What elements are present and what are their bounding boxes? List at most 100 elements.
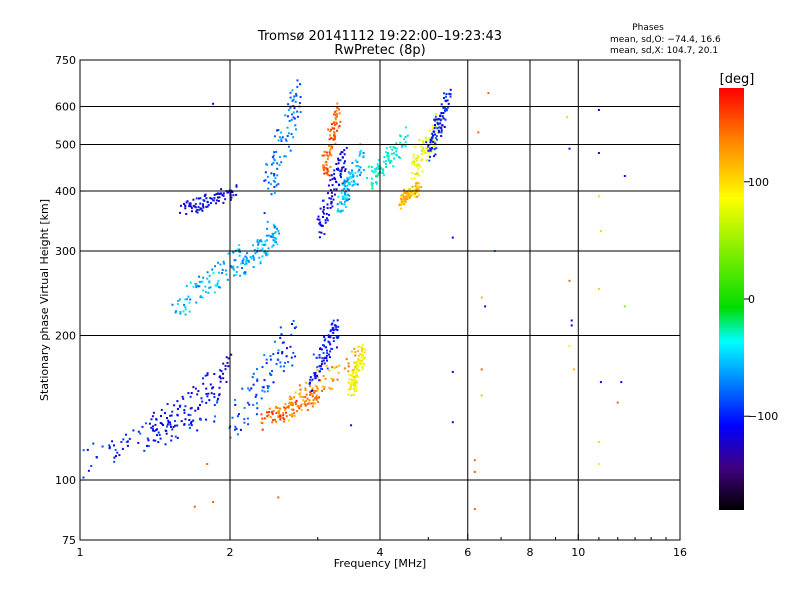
trace-6-point <box>266 220 269 223</box>
trace-2-point <box>208 280 211 283</box>
x-tick-label: 4 <box>377 546 384 559</box>
trace-16-point <box>435 112 437 115</box>
trace-8-point <box>306 409 309 411</box>
trace-13-point <box>354 379 357 381</box>
trace-16-point <box>424 152 427 155</box>
trace-14-point <box>371 187 374 190</box>
trace-10-point <box>329 206 332 209</box>
trace-2-point <box>212 272 215 275</box>
trace-5-point <box>256 240 259 243</box>
trace-12-point <box>347 188 350 191</box>
trace-9-point <box>326 352 329 354</box>
trace-0-point <box>132 429 135 432</box>
trace-14-point <box>370 166 373 168</box>
trace-9-point <box>334 324 336 327</box>
trace-5-point <box>245 257 248 260</box>
trace-6-point <box>270 172 273 175</box>
trace-5-point <box>253 249 256 251</box>
trace-1-point <box>199 404 201 406</box>
trace-0-point <box>113 456 116 459</box>
trace-10-point <box>337 162 340 165</box>
colorbar <box>719 88 744 510</box>
trace-0-point <box>213 420 216 423</box>
trace-9-point <box>332 340 335 343</box>
trace-12-point <box>337 208 339 211</box>
trace-11-point <box>330 147 333 150</box>
trace-6-point <box>278 136 281 139</box>
trace-14-point <box>371 169 374 172</box>
trace-3-point <box>231 191 234 193</box>
trace-3-point <box>229 194 232 197</box>
trace-11-point <box>333 113 336 116</box>
trace-17-point <box>444 118 447 121</box>
trace-5-point <box>259 260 262 263</box>
trace-12-point <box>351 161 354 164</box>
trace-8-point <box>294 391 297 394</box>
trace-4-point <box>256 379 259 382</box>
x-tick-label: 10 <box>571 546 585 559</box>
trace-11-point <box>325 163 328 166</box>
trace-14-point <box>377 167 380 170</box>
trace-8-point <box>331 379 334 382</box>
trace-5-point <box>246 252 249 255</box>
trace-15-point <box>409 194 412 197</box>
trace-15-point <box>404 195 407 198</box>
trace-7-point <box>317 401 320 403</box>
trace-8-point <box>345 358 348 360</box>
trace-6-point <box>278 164 281 167</box>
trace-4-point <box>279 361 282 364</box>
trace-13-point <box>361 368 364 371</box>
trace-14-point <box>392 165 395 168</box>
trace-3-point <box>192 204 195 207</box>
trace-12-point <box>356 161 359 164</box>
trace-3-point <box>226 191 229 194</box>
trace-11-point <box>334 110 337 113</box>
trace-5-point <box>244 273 247 276</box>
trace-10-point <box>331 178 334 181</box>
trace-17-point <box>440 129 443 132</box>
trace-15-point <box>404 191 407 194</box>
trace-12-point <box>360 171 363 174</box>
trace-4-point <box>246 417 249 420</box>
trace-3-point <box>222 194 225 197</box>
trace-1-point <box>166 403 169 405</box>
trace-9-point <box>321 368 324 371</box>
trace-7-point <box>287 405 290 408</box>
trace-15-point <box>399 203 402 206</box>
trace-17-point <box>432 130 435 133</box>
trace-12-point <box>353 181 356 184</box>
trace-3-point <box>215 199 218 202</box>
trace-10-point <box>341 182 344 185</box>
trace-1-point <box>151 415 154 418</box>
trace-16-point <box>425 159 428 162</box>
stats-line-o: mean, sd,O: −74.4, 16.6 <box>610 35 721 45</box>
trace-5-point <box>273 226 276 229</box>
trace-14-point <box>370 177 373 180</box>
trace-12-point <box>345 196 348 199</box>
echo-point <box>572 368 575 371</box>
trace-1-point <box>189 407 192 410</box>
trace-8-point <box>319 380 322 383</box>
trace-14-point <box>371 185 374 187</box>
trace-16-point <box>424 147 427 150</box>
trace-3-point <box>217 192 220 195</box>
trace-0-point <box>92 442 95 445</box>
trace-0-point <box>160 415 162 417</box>
trace-2-point <box>218 271 220 274</box>
trace-14-point <box>382 172 385 174</box>
trace-11-point <box>326 173 329 176</box>
trace-1-point <box>173 404 176 407</box>
trace-9-point <box>308 382 311 385</box>
echo-point <box>570 319 573 322</box>
trace-6-point <box>273 173 276 175</box>
trace-6-point <box>286 115 289 118</box>
trace-12-point <box>352 179 355 182</box>
trace-15-point <box>414 185 417 188</box>
trace-7-point <box>312 405 314 408</box>
trace-17-point <box>444 110 447 113</box>
trace-17-point <box>434 142 437 145</box>
trace-10-point <box>337 167 340 170</box>
trace-16-point <box>416 172 419 175</box>
trace-17-point <box>449 93 452 96</box>
trace-4-point <box>272 353 275 356</box>
